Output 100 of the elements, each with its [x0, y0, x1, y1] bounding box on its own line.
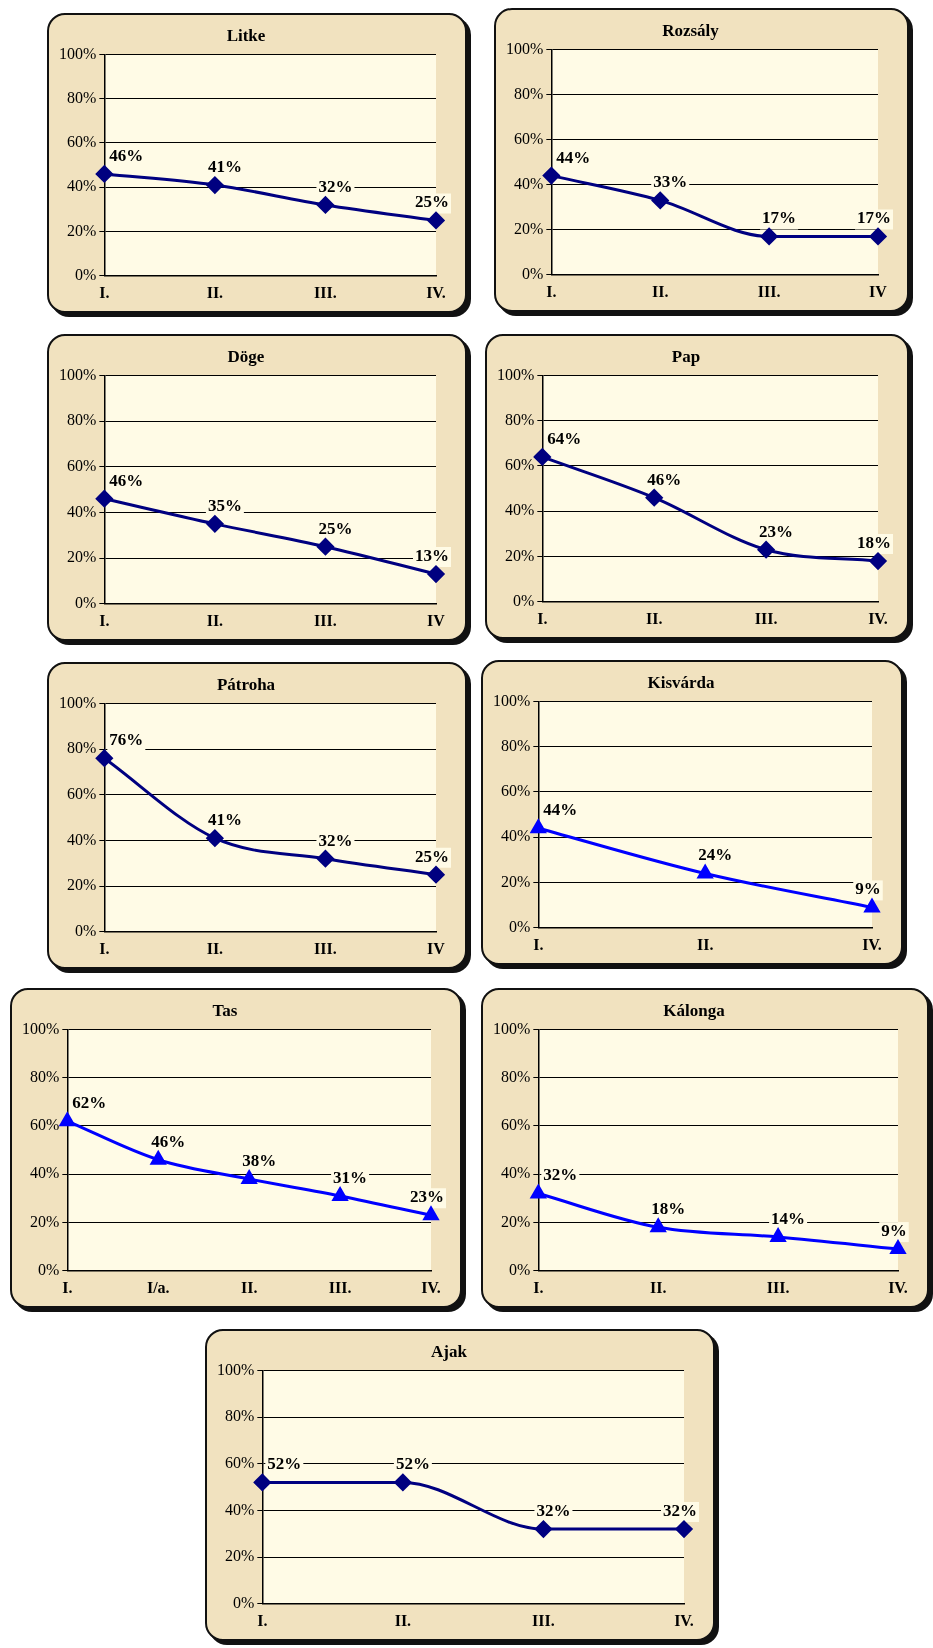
data-label: 64% — [547, 428, 582, 448]
chart-title: Kisvárda — [647, 672, 716, 692]
data-label: 76% — [109, 730, 144, 750]
y-tick-label: 80% — [514, 84, 544, 102]
point — [95, 165, 113, 183]
data-label: 46% — [109, 145, 144, 165]
data-label: 23% — [410, 1187, 444, 1207]
data-label: 13% — [415, 546, 449, 565]
point — [645, 489, 663, 507]
y-tick-label: 100% — [497, 365, 535, 383]
data-label: 46% — [647, 469, 682, 489]
point — [241, 1170, 257, 1185]
y-tick-label: 100% — [59, 693, 97, 711]
x-tick-label: III. — [766, 1278, 790, 1296]
y-tick-label: 40% — [501, 1164, 531, 1182]
y-tick-label: 0% — [75, 594, 97, 611]
x-tick-label: I. — [99, 611, 110, 629]
x-tick-label: III. — [757, 282, 781, 300]
point — [59, 1112, 75, 1127]
point — [650, 1218, 666, 1233]
x-tick-label: II. — [651, 282, 669, 300]
x-tick-label: IV. — [868, 609, 888, 627]
point — [206, 829, 224, 847]
y-tick-label: 80% — [67, 88, 97, 106]
point — [316, 196, 334, 214]
x-tick-label: I. — [99, 283, 110, 301]
y-tick-label: 0% — [233, 1594, 255, 1611]
x-tick-label: IV — [427, 939, 446, 957]
x-tick-label: IV. — [674, 1611, 694, 1629]
point — [95, 490, 113, 508]
y-tick-label: 40% — [225, 1500, 255, 1518]
y-tick-label: 100% — [506, 39, 544, 57]
point — [651, 191, 669, 209]
chart-title: Pátroha — [216, 674, 276, 694]
point — [770, 1228, 786, 1242]
point — [150, 1151, 166, 1165]
y-tick-label: 60% — [225, 1453, 255, 1471]
point — [427, 211, 445, 229]
x-tick-label: IV. — [888, 1278, 908, 1296]
y-tick-label: 100% — [493, 691, 531, 709]
x-tick-label: IV — [427, 611, 446, 629]
x-tick-label: IV. — [426, 283, 446, 301]
y-tick-label: 20% — [514, 219, 544, 237]
data-label: 32% — [536, 1501, 571, 1520]
x-tick-label: IV. — [862, 935, 882, 953]
data-label: 32% — [318, 176, 353, 196]
x-tick-label: I. — [257, 1611, 268, 1629]
point — [864, 898, 880, 913]
y-tick-label: 40% — [67, 502, 97, 520]
y-tick-label: 60% — [505, 456, 535, 474]
y-tick-label: 20% — [225, 1547, 255, 1565]
y-tick-label: 60% — [67, 133, 97, 151]
chart-title: Döge — [227, 346, 265, 366]
y-tick-label: 40% — [30, 1164, 60, 1182]
x-tick-label: III. — [328, 1278, 352, 1296]
y-tick-label: 100% — [22, 1019, 60, 1037]
point — [697, 864, 713, 879]
data-label: 32% — [318, 830, 353, 850]
x-tick-label: III. — [754, 609, 778, 627]
x-tick-label: IV — [869, 282, 888, 300]
point — [427, 565, 445, 583]
y-tick-label: 40% — [67, 830, 97, 848]
data-label: 17% — [857, 208, 891, 228]
point — [869, 552, 887, 570]
y-tick-label: 20% — [30, 1212, 60, 1230]
y-tick-label: 20% — [501, 872, 531, 890]
data-label: 32% — [543, 1165, 578, 1185]
point — [316, 850, 334, 868]
x-tick-label: II. — [240, 1278, 258, 1296]
point — [530, 819, 546, 834]
point — [760, 227, 778, 245]
data-label: 52% — [395, 1454, 430, 1474]
x-tick-label: I. — [533, 1278, 544, 1296]
y-tick-label: 100% — [59, 44, 97, 62]
chart-title: Ajak — [431, 1341, 468, 1361]
x-tick-label: I. — [546, 282, 557, 300]
data-label: 18% — [651, 1199, 686, 1219]
chart-title: Pap — [671, 346, 701, 366]
x-tick-label: II. — [206, 939, 224, 957]
y-tick-label: 80% — [225, 1407, 255, 1425]
data-label: 33% — [653, 172, 688, 192]
data-label: 18% — [857, 532, 891, 552]
y-tick-label: 80% — [501, 1067, 531, 1085]
point — [95, 749, 113, 767]
data-label: 23% — [759, 521, 794, 541]
chart-title: Kálonga — [663, 1000, 726, 1020]
y-tick-label: 60% — [501, 782, 531, 800]
y-tick-label: 60% — [30, 1116, 60, 1134]
point — [332, 1187, 348, 1201]
chart-title: Litke — [226, 25, 266, 45]
y-tick-label: 60% — [501, 1116, 531, 1134]
x-tick-label: I. — [99, 939, 110, 957]
x-tick-label: II. — [394, 1611, 412, 1629]
y-tick-label: 0% — [509, 918, 531, 935]
point — [533, 448, 551, 466]
x-tick-label: II. — [206, 611, 224, 629]
data-label: 25% — [318, 518, 353, 538]
data-label: 9% — [855, 879, 881, 899]
data-label: 44% — [556, 147, 591, 167]
y-tick-label: 20% — [67, 548, 97, 566]
